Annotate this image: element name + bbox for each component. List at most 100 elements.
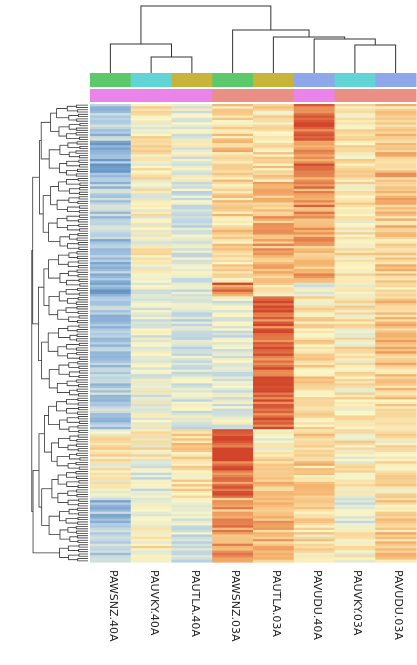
heatmap-cell — [375, 520, 417, 524]
heatmap-cell — [334, 539, 376, 542]
heatmap-cell — [171, 555, 213, 559]
heatmap-cell — [375, 339, 417, 343]
heatmap-cell — [130, 129, 173, 133]
heatmap-cell — [334, 548, 376, 552]
heatmap-cell — [375, 202, 417, 206]
heatmap-cell — [375, 495, 417, 499]
heatmap-cell — [90, 209, 132, 213]
heatmap-cell — [171, 294, 213, 297]
heatmap-cell — [253, 511, 295, 515]
heatmap-cell — [212, 383, 254, 387]
heatmap-cell — [90, 131, 132, 135]
heatmap-cell — [171, 154, 213, 158]
heatmap-cell — [90, 477, 132, 481]
heatmap-cell — [212, 122, 254, 126]
heatmap-cell — [212, 152, 254, 155]
heatmap-cell — [253, 479, 295, 483]
dendrogram-link — [75, 127, 88, 131]
heatmap-cell — [293, 454, 336, 458]
heatmap-cell — [90, 273, 132, 277]
heatmap-cell — [293, 527, 336, 531]
heatmap-cell — [90, 472, 132, 476]
heatmap-cell — [90, 523, 132, 526]
heatmap-cell — [90, 158, 132, 162]
heatmap-cell — [130, 461, 173, 465]
dendrogram-link — [79, 182, 88, 186]
heatmap-cell — [293, 429, 336, 433]
dendrogram-link — [78, 315, 88, 319]
heatmap-cell — [130, 330, 173, 334]
heatmap-cell — [130, 316, 173, 320]
heatmap-cell — [90, 470, 132, 474]
heatmap-cell — [171, 339, 213, 343]
dendrogram-link — [109, 43, 172, 73]
heatmap-cell — [334, 252, 376, 256]
heatmap-cell — [375, 280, 417, 284]
heatmap-cell — [375, 452, 417, 455]
heatmap-cell — [375, 548, 417, 552]
heatmap-cell — [90, 536, 132, 540]
heatmap-cell — [212, 262, 254, 265]
heatmap-cell — [130, 534, 173, 538]
heatmap-cell — [293, 104, 336, 107]
heatmap-cell — [130, 298, 173, 302]
heatmap-cell — [334, 555, 376, 559]
heatmap-cell — [212, 223, 254, 226]
heatmap-cell — [375, 362, 417, 366]
dendrogram-link — [77, 558, 88, 562]
heatmap-cell — [253, 470, 295, 474]
heatmap-cell — [212, 172, 254, 176]
heatmap-cell — [334, 110, 376, 114]
heatmap-cell — [171, 527, 213, 531]
heatmap-cell — [90, 438, 132, 442]
heatmap-cell — [334, 433, 376, 437]
heatmap-cell — [293, 431, 336, 435]
heatmap-cell — [293, 401, 336, 405]
dendrogram-link — [76, 338, 88, 342]
heatmap-cell — [212, 264, 254, 268]
heatmap-cell — [130, 420, 173, 423]
heatmap-cell — [375, 504, 417, 508]
heatmap-cell — [212, 381, 254, 384]
annotation-cell-salmon — [375, 89, 417, 102]
heatmap-cell — [375, 422, 417, 426]
heatmap-cell — [212, 465, 254, 469]
heatmap-cell — [90, 140, 132, 144]
heatmap-cell — [90, 543, 132, 547]
heatmap-cell — [375, 374, 417, 378]
heatmap-cell — [293, 458, 336, 462]
heatmap-cell — [130, 479, 173, 483]
heatmap-cell — [253, 188, 295, 192]
heatmap-cell — [293, 495, 336, 499]
heatmap-cell — [334, 282, 376, 286]
heatmap-cell — [171, 158, 213, 162]
heatmap-cell — [90, 287, 132, 291]
heatmap-cell — [375, 168, 417, 172]
dendrogram-link — [66, 215, 80, 222]
heatmap-cell — [90, 218, 132, 222]
heatmap-cell — [253, 381, 295, 384]
dendrogram-link — [57, 254, 69, 265]
heatmap-cell — [253, 145, 295, 149]
heatmap-cell — [171, 536, 213, 540]
heatmap-cell — [375, 193, 417, 197]
heatmap-cell — [293, 271, 336, 275]
heatmap-cell — [171, 220, 213, 224]
heatmap-cell — [334, 191, 376, 194]
heatmap-cell — [375, 518, 417, 522]
heatmap-cell — [253, 239, 295, 242]
heatmap-cell — [253, 248, 295, 252]
heatmap-cell — [130, 181, 173, 185]
dendrogram-link — [77, 232, 88, 237]
heatmap-cell — [171, 333, 213, 336]
heatmap-cell — [334, 376, 376, 380]
heatmap-cell — [253, 536, 295, 540]
heatmap-cell — [334, 541, 376, 545]
heatmap-cell — [375, 351, 417, 355]
heatmap-cell — [212, 161, 254, 165]
dendrogram-link — [76, 489, 88, 493]
heatmap-cell — [375, 172, 417, 176]
heatmap-cell — [375, 300, 417, 304]
heatmap-cell — [90, 491, 132, 494]
heatmap-cell — [212, 413, 254, 417]
